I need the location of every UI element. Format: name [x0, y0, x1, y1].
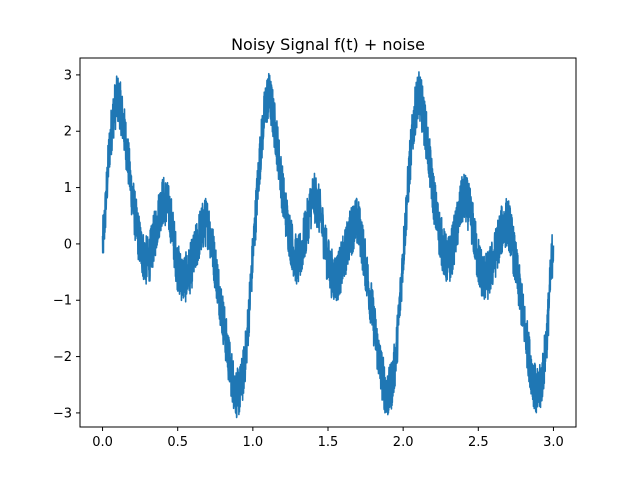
x-tick-label: 3.0 [543, 435, 564, 450]
chart-title: Noisy Signal f(t) + noise [231, 35, 425, 54]
series-layer [101, 71, 555, 419]
y-tick-label: 3 [64, 68, 72, 83]
y-axis: −3 −2 −1 0 1 2 3 [53, 68, 80, 421]
x-tick-label: 1.5 [318, 435, 339, 450]
y-tick-label: −1 [53, 294, 72, 309]
y-tick-label: 1 [64, 181, 72, 196]
y-tick-label: −3 [53, 406, 72, 421]
signal-line [101, 71, 555, 419]
x-tick-label: 0.5 [167, 435, 188, 450]
x-tick-label: 0.0 [92, 435, 113, 450]
x-tick-label: 1.0 [243, 435, 264, 450]
y-tick-label: 2 [64, 125, 72, 140]
y-tick-label: −2 [53, 350, 72, 365]
x-axis: 0.0 0.5 1.0 1.5 2.0 2.5 3.0 [92, 427, 564, 450]
x-tick-label: 2.5 [468, 435, 489, 450]
y-tick-label: 0 [64, 237, 72, 252]
x-tick-label: 2.0 [393, 435, 414, 450]
